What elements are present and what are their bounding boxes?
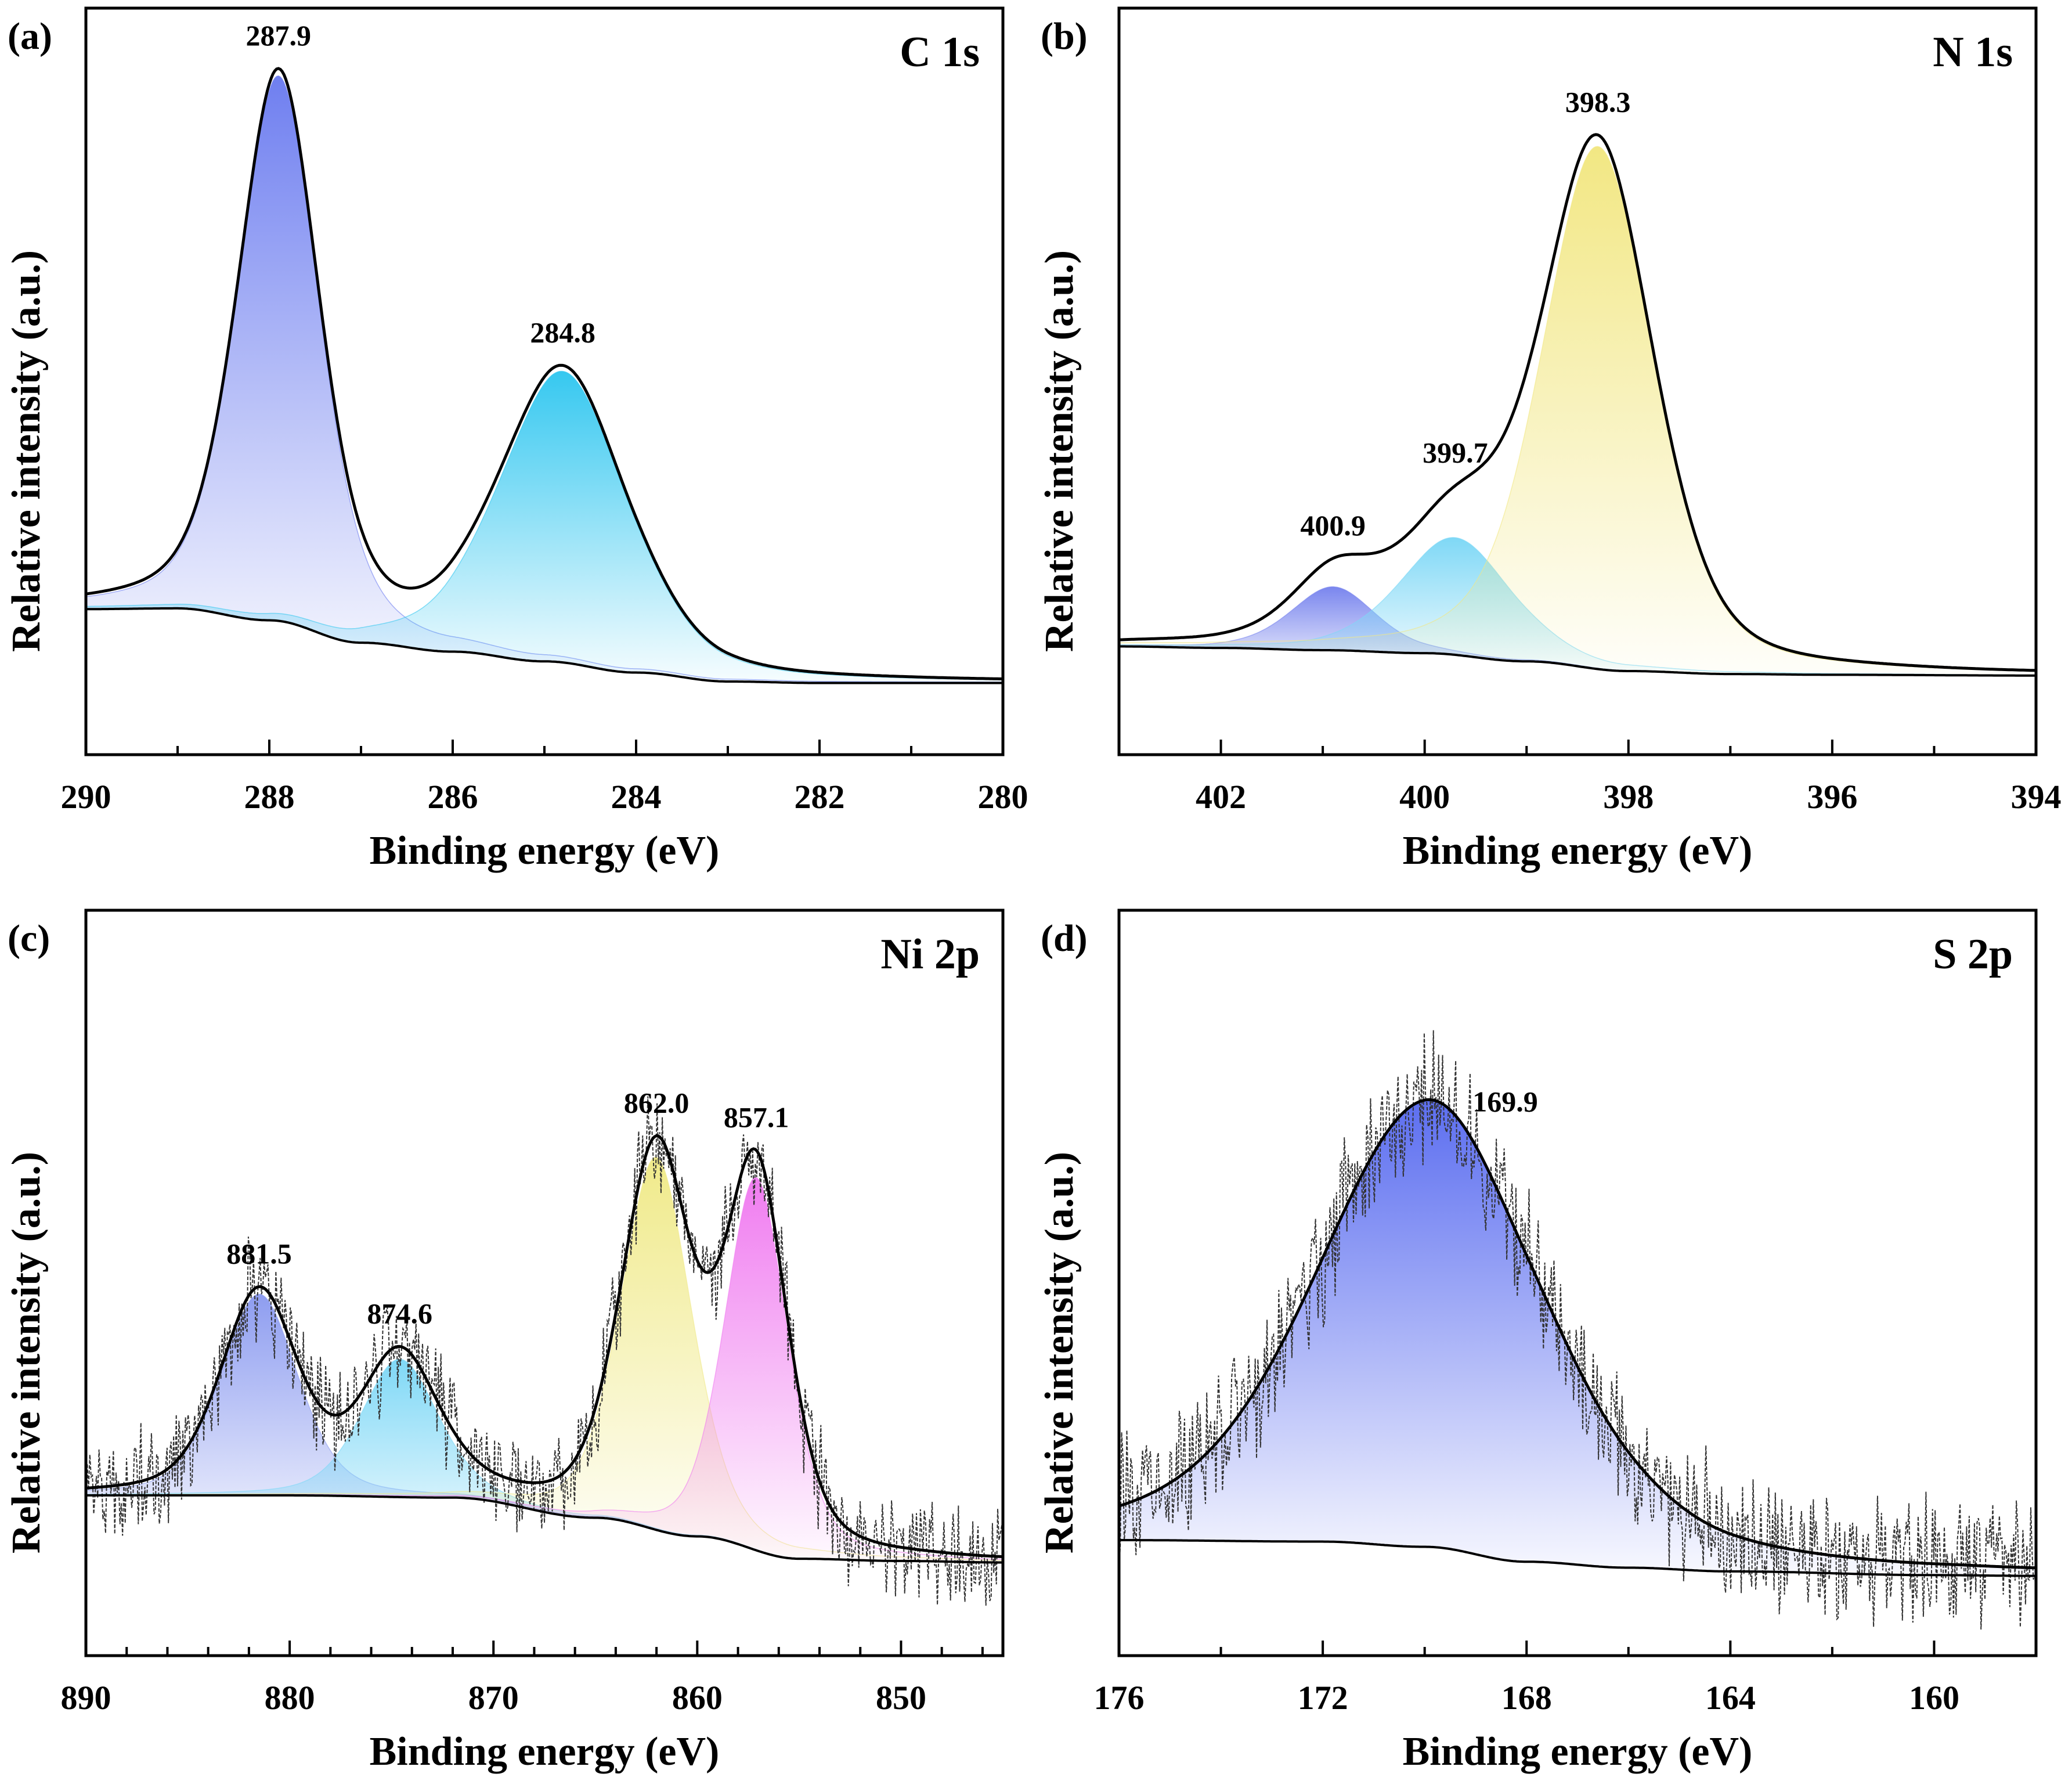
curve-layer — [86, 67, 2036, 1630]
axes-frame — [84, 909, 1005, 1657]
peak-label: 857.1 — [724, 1101, 789, 1133]
peak-fill-398.3 — [1119, 146, 2036, 676]
spectrum-title: N 1s — [1933, 28, 2013, 76]
x-tick-label: 396 — [1807, 778, 1857, 816]
axes-frame — [1117, 909, 2038, 1657]
peak-fill-169.9 — [1119, 1099, 2036, 1577]
envelope-line — [86, 67, 1003, 680]
x-tick-label: 280 — [978, 778, 1028, 816]
axes-frame — [1117, 6, 2038, 756]
x-tick-label: 286 — [428, 778, 478, 816]
y-axis-title: Relative intensity (a.u.) — [4, 1152, 49, 1553]
x-tick-label: 880 — [265, 1679, 315, 1717]
peak-label: 881.5 — [226, 1237, 292, 1270]
peak-label: 287.9 — [246, 19, 312, 52]
x-tick-label: 290 — [61, 778, 111, 816]
x-tick-label: 890 — [61, 1679, 111, 1717]
x-tick-label: 168 — [1501, 1679, 1552, 1717]
x-tick-label: 288 — [244, 778, 295, 816]
peak-label: 400.9 — [1300, 509, 1366, 542]
x-tick-label: 282 — [795, 778, 845, 816]
x-axis-title: Binding energy (eV) — [1403, 1729, 1753, 1774]
peak-label: 284.8 — [530, 316, 595, 348]
baseline-line — [86, 1494, 1003, 1564]
y-axis-title: Relative intensity (a.u.) — [1037, 250, 1082, 652]
x-tick-label: 172 — [1298, 1679, 1348, 1717]
x-axis-title: Binding energy (eV) — [370, 828, 720, 873]
text-layer: 290 288 286 284 282 280 Binding energy (eV) Rel… — [4, 15, 2062, 1774]
baseline-line — [86, 607, 1003, 684]
axes-layer — [84, 6, 2038, 1657]
baseline-line — [1119, 1539, 2036, 1577]
x-tick-label: 402 — [1196, 778, 1246, 816]
spectrum-title: S 2p — [1933, 931, 2013, 978]
x-tick-label: 284 — [611, 778, 662, 816]
peak-label: 399.7 — [1423, 437, 1488, 469]
x-axis-title: Binding energy (eV) — [370, 1729, 720, 1774]
x-tick-label: 850 — [876, 1679, 926, 1717]
envelope-line — [1119, 133, 2036, 672]
envelope-line — [1119, 1098, 2036, 1570]
y-axis-title: Relative intensity (a.u.) — [4, 250, 49, 652]
x-axis-title: Binding energy (eV) — [1403, 828, 1753, 873]
spectrum-title: C 1s — [900, 28, 980, 76]
baseline-line — [1119, 645, 2036, 677]
x-tick-label: 164 — [1705, 1679, 1756, 1717]
spectrum-title: Ni 2p — [880, 931, 980, 978]
peak-label: 169.9 — [1472, 1085, 1538, 1118]
x-tick-label: 860 — [672, 1679, 723, 1717]
y-axis-title: Relative intensity (a.u.) — [1037, 1152, 1082, 1553]
panel-label: (c) — [8, 917, 50, 960]
peak-label: 398.3 — [1565, 85, 1631, 118]
x-tick-label: 400 — [1399, 778, 1450, 816]
panel-label: (b) — [1041, 15, 1088, 57]
envelope-line — [86, 1134, 1003, 1558]
panel-label: (a) — [8, 15, 52, 57]
raw-data-line — [86, 1096, 1003, 1606]
peak-label: 874.6 — [367, 1297, 432, 1329]
x-tick-label: 176 — [1094, 1679, 1145, 1717]
peak-label: 862.0 — [624, 1086, 690, 1119]
x-tick-label: 160 — [1909, 1679, 1959, 1717]
x-tick-label: 398 — [1603, 778, 1654, 816]
raw-data-line — [1119, 1030, 2036, 1630]
panel-label: (d) — [1041, 917, 1088, 960]
x-tick-label: 870 — [468, 1679, 519, 1717]
x-tick-label: 394 — [2011, 778, 2062, 816]
